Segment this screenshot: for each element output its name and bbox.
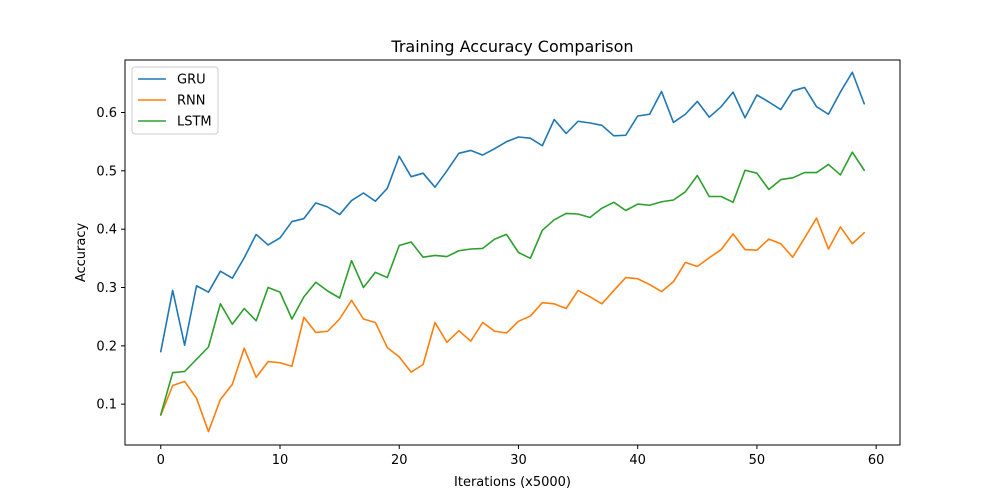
chart-title: Training Accuracy Comparison (390, 37, 633, 56)
plot-frame (124, 59, 901, 446)
x-tick-label: 20 (391, 453, 408, 468)
y-tick-label: 0.2 (96, 339, 117, 354)
y-tick-label: 0.3 (96, 281, 117, 296)
x-axis-label: Iterations (x5000) (454, 475, 571, 490)
y-tick-label: 0.6 (96, 106, 117, 121)
legend: GRU RNN LSTM (131, 66, 219, 135)
x-axis: 0 10 20 30 40 50 60 (157, 445, 885, 468)
series-line-rnn (159, 217, 866, 433)
series-layer (159, 71, 866, 433)
plot-area (124, 59, 901, 446)
x-tick-label: 50 (749, 453, 766, 468)
y-tick-label: 0.1 (96, 398, 117, 413)
series-line-lstm (159, 151, 866, 416)
x-tick-label: 40 (629, 453, 646, 468)
series-line-gru (159, 71, 866, 353)
y-tick-label: 0.5 (96, 164, 117, 179)
x-tick-label: 10 (272, 453, 289, 468)
y-axis-label: Accuracy (74, 223, 89, 283)
x-tick-label: 30 (510, 453, 527, 468)
y-axis: 0.1 0.2 0.3 0.4 0.5 0.6 (96, 106, 125, 413)
x-tick-label: 0 (157, 453, 165, 468)
legend-label-lstm: LSTM (177, 115, 212, 130)
legend-label-rnn: RNN (177, 94, 205, 109)
legend-box (131, 66, 219, 135)
x-tick-label: 60 (868, 453, 885, 468)
y-tick-label: 0.4 (96, 223, 117, 238)
legend-label-gru: GRU (177, 73, 206, 88)
